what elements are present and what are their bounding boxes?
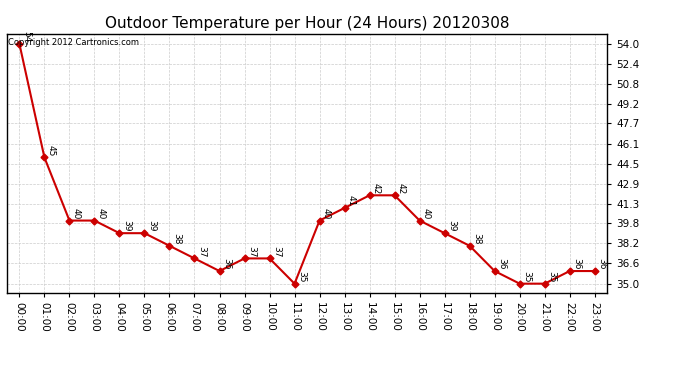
Text: 35: 35 <box>547 271 556 282</box>
Text: 39: 39 <box>122 220 131 232</box>
Text: 36: 36 <box>597 258 606 270</box>
Text: 40: 40 <box>322 208 331 219</box>
Text: 36: 36 <box>497 258 506 270</box>
Text: 35: 35 <box>522 271 531 282</box>
Text: 40: 40 <box>72 208 81 219</box>
Text: 39: 39 <box>447 220 456 232</box>
Title: Outdoor Temperature per Hour (24 Hours) 20120308: Outdoor Temperature per Hour (24 Hours) … <box>105 16 509 31</box>
Text: 40: 40 <box>422 208 431 219</box>
Text: 37: 37 <box>247 246 256 257</box>
Text: 40: 40 <box>97 208 106 219</box>
Text: Copyright 2012 Cartronics.com: Copyright 2012 Cartronics.com <box>8 38 139 46</box>
Text: 45: 45 <box>47 145 56 156</box>
Text: 54: 54 <box>22 31 31 42</box>
Text: 38: 38 <box>472 233 481 244</box>
Text: 36: 36 <box>572 258 581 270</box>
Text: 42: 42 <box>372 183 381 194</box>
Text: 39: 39 <box>147 220 156 232</box>
Text: 37: 37 <box>272 246 281 257</box>
Text: 37: 37 <box>197 246 206 257</box>
Text: 38: 38 <box>172 233 181 244</box>
Text: 42: 42 <box>397 183 406 194</box>
Text: 36: 36 <box>222 258 231 270</box>
Text: 41: 41 <box>347 195 356 207</box>
Text: 35: 35 <box>297 271 306 282</box>
